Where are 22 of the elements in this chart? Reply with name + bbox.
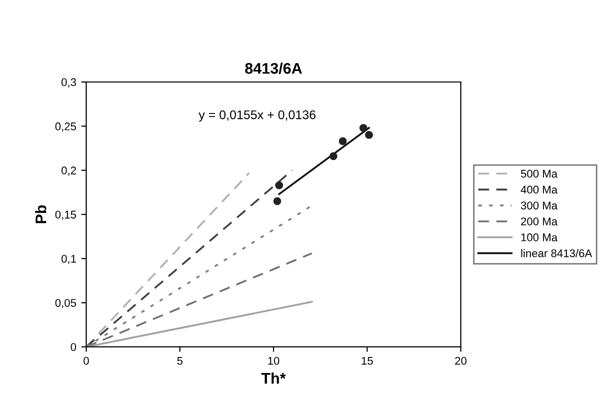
legend-label: 400 Ma xyxy=(520,186,558,194)
legend-label: 300 Ma xyxy=(520,202,558,210)
y-tick-label: 0,1 xyxy=(62,254,76,264)
chart-title: 8413/6A xyxy=(245,62,302,74)
x-tick-label: 20 xyxy=(455,356,467,365)
y-tick-label: 0,15 xyxy=(55,210,76,220)
y-tick-label: 0,25 xyxy=(55,122,76,132)
x-tick-label: 10 xyxy=(268,356,280,365)
legend-label: 100 Ma xyxy=(521,233,558,242)
legend-label: 200 Ma xyxy=(521,218,558,226)
legend-label: 500 Ma xyxy=(520,170,558,178)
x-axis-title: Th* xyxy=(261,372,286,384)
y-tick-label: 0,3 xyxy=(62,78,76,88)
x-tick-label: 0 xyxy=(84,356,89,365)
y-axis-title: Pb xyxy=(35,205,46,224)
y-tick-label: 0 xyxy=(70,343,76,351)
x-tick-label: 15 xyxy=(362,356,373,365)
y-tick-label: 0,05 xyxy=(55,298,76,308)
legend-label: linear 8413/6A xyxy=(521,249,592,258)
annotation: y = 0,0155x + 0,0136 xyxy=(198,110,316,122)
x-tick-label: 5 xyxy=(177,356,182,365)
y-tick-label: 0,2 xyxy=(62,166,76,176)
